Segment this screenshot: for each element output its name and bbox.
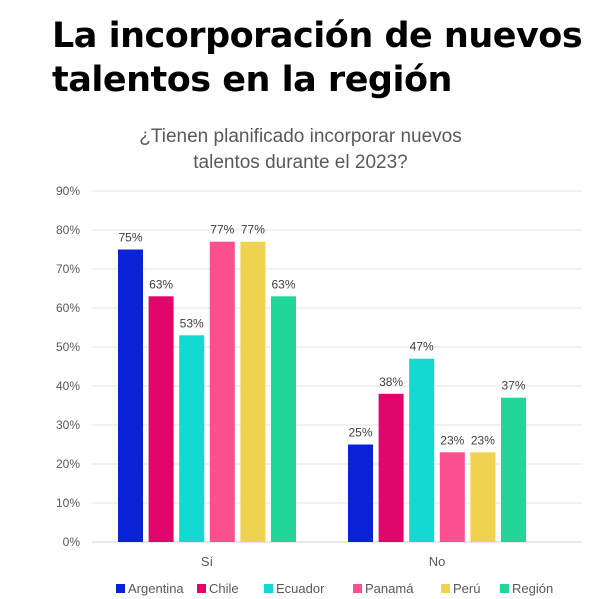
data-label: 63% bbox=[271, 277, 295, 291]
legend-swatch-1 bbox=[197, 584, 206, 593]
x-category-label: Sí bbox=[201, 554, 214, 569]
data-label: 53% bbox=[180, 316, 204, 330]
y-tick-label: 80% bbox=[56, 223, 80, 237]
bar-argentina-0 bbox=[118, 249, 143, 542]
y-tick-label: 50% bbox=[56, 340, 80, 354]
y-tick-label: 20% bbox=[56, 457, 80, 471]
bar-chile-1 bbox=[378, 393, 404, 542]
data-label: 77% bbox=[241, 223, 265, 237]
legend-label: Región bbox=[512, 581, 553, 596]
data-label: 23% bbox=[440, 433, 464, 447]
chart-title-line-2: talentos durante el 2023? bbox=[193, 152, 408, 173]
bar-chile-0 bbox=[148, 296, 174, 542]
legend-label: Chile bbox=[209, 581, 239, 596]
legend-label: Perú bbox=[453, 581, 480, 596]
y-tick-label: 90% bbox=[56, 184, 80, 198]
data-label: 37% bbox=[501, 379, 525, 393]
bar-panamá-1 bbox=[439, 452, 465, 542]
bar-ecuador-1 bbox=[409, 358, 435, 542]
y-tick-label: 30% bbox=[56, 418, 80, 432]
headline: La incorporación de nuevos talentos en l… bbox=[52, 16, 583, 100]
bar-perú-0 bbox=[240, 241, 266, 542]
bar-ecuador-0 bbox=[179, 335, 205, 542]
bar-argentina-1 bbox=[348, 444, 373, 542]
y-tick-label: 70% bbox=[56, 262, 80, 276]
data-label: 77% bbox=[210, 223, 234, 237]
y-tick-label: 0% bbox=[63, 535, 81, 549]
y-tick-label: 10% bbox=[56, 496, 80, 510]
bar-panamá-0 bbox=[209, 241, 235, 542]
legend-swatch-3 bbox=[353, 584, 362, 593]
data-label: 63% bbox=[149, 277, 173, 291]
legend-swatch-2 bbox=[264, 584, 273, 593]
y-tick-label: 60% bbox=[56, 301, 80, 315]
data-label: 38% bbox=[379, 375, 403, 389]
y-tick-label: 40% bbox=[56, 379, 80, 393]
legend-label: Ecuador bbox=[276, 581, 325, 596]
data-label: 25% bbox=[348, 426, 372, 440]
legend-swatch-5 bbox=[500, 584, 509, 593]
data-label: 47% bbox=[410, 340, 434, 354]
bar-perú-1 bbox=[470, 452, 496, 542]
data-label: 23% bbox=[471, 433, 495, 447]
bar-región-1 bbox=[501, 397, 526, 542]
chart-title: ¿Tienen planificado incorporar nuevos ta… bbox=[0, 124, 601, 176]
chart-title-line-1: ¿Tienen planificado incorporar nuevos bbox=[139, 126, 462, 147]
legend-swatch-4 bbox=[441, 584, 450, 593]
legend-label: Panamá bbox=[365, 581, 414, 596]
x-category-label: No bbox=[429, 554, 446, 569]
bar-región-0 bbox=[271, 296, 296, 542]
legend-swatch-0 bbox=[116, 584, 125, 593]
data-label: 75% bbox=[118, 231, 142, 245]
legend-label: Argentina bbox=[128, 581, 184, 596]
